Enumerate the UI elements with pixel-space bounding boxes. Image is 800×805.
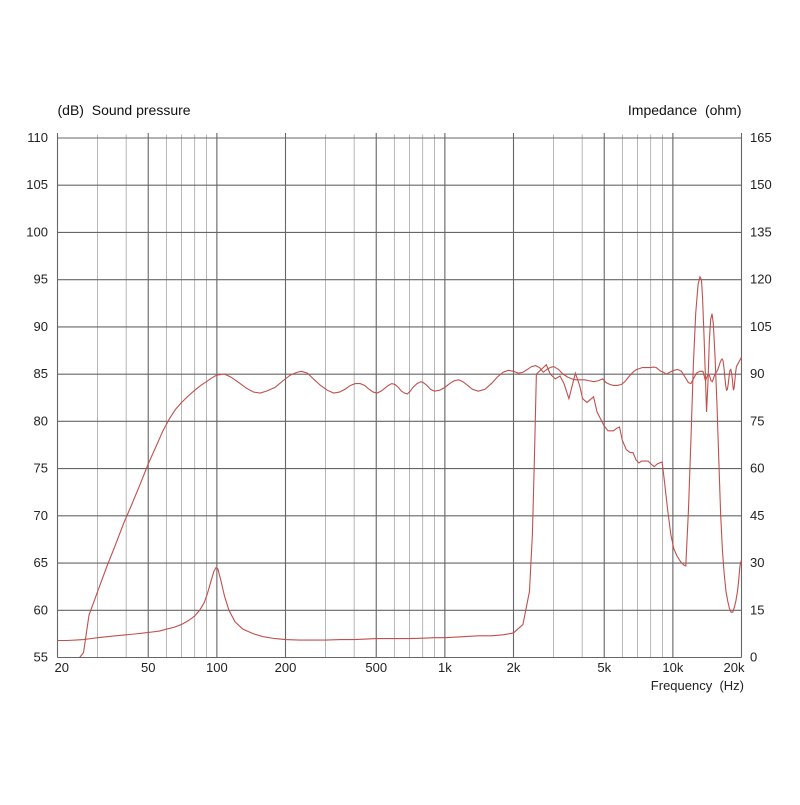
svg-text:90: 90 (750, 366, 764, 381)
svg-text:Impedance (ohm): Impedance (ohm) (628, 102, 742, 118)
svg-text:65: 65 (34, 555, 48, 570)
svg-text:200: 200 (275, 660, 297, 675)
svg-text:110: 110 (27, 130, 48, 145)
svg-text:Frequency (Hz): Frequency (Hz) (651, 678, 744, 693)
svg-text:20k: 20k (724, 660, 745, 675)
svg-text:150: 150 (750, 177, 772, 192)
svg-text:45: 45 (750, 508, 764, 523)
svg-text:105: 105 (26, 177, 48, 192)
svg-text:105: 105 (750, 319, 772, 334)
svg-text:5k: 5k (597, 660, 611, 675)
svg-text:(dB) Sound pressure: (dB) Sound pressure (58, 102, 191, 118)
svg-text:0: 0 (750, 650, 757, 665)
svg-text:75: 75 (34, 461, 48, 476)
svg-text:95: 95 (34, 272, 48, 287)
svg-text:15: 15 (750, 602, 764, 617)
svg-text:70: 70 (34, 508, 48, 523)
svg-text:75: 75 (750, 413, 764, 428)
svg-text:20: 20 (55, 660, 69, 675)
svg-text:10k: 10k (662, 660, 683, 675)
svg-text:60: 60 (750, 461, 764, 476)
svg-text:55: 55 (34, 650, 48, 665)
svg-text:85: 85 (34, 366, 48, 381)
svg-text:135: 135 (750, 224, 772, 239)
svg-text:120: 120 (750, 272, 772, 287)
svg-text:165: 165 (750, 130, 772, 145)
svg-text:30: 30 (750, 555, 764, 570)
svg-text:1k: 1k (438, 660, 452, 675)
svg-text:50: 50 (141, 660, 155, 675)
svg-text:60: 60 (34, 602, 48, 617)
svg-text:80: 80 (34, 413, 48, 428)
svg-text:90: 90 (34, 319, 48, 334)
svg-text:2k: 2k (507, 660, 521, 675)
svg-text:100: 100 (206, 660, 228, 675)
svg-text:500: 500 (365, 660, 387, 675)
svg-text:100: 100 (26, 224, 48, 239)
